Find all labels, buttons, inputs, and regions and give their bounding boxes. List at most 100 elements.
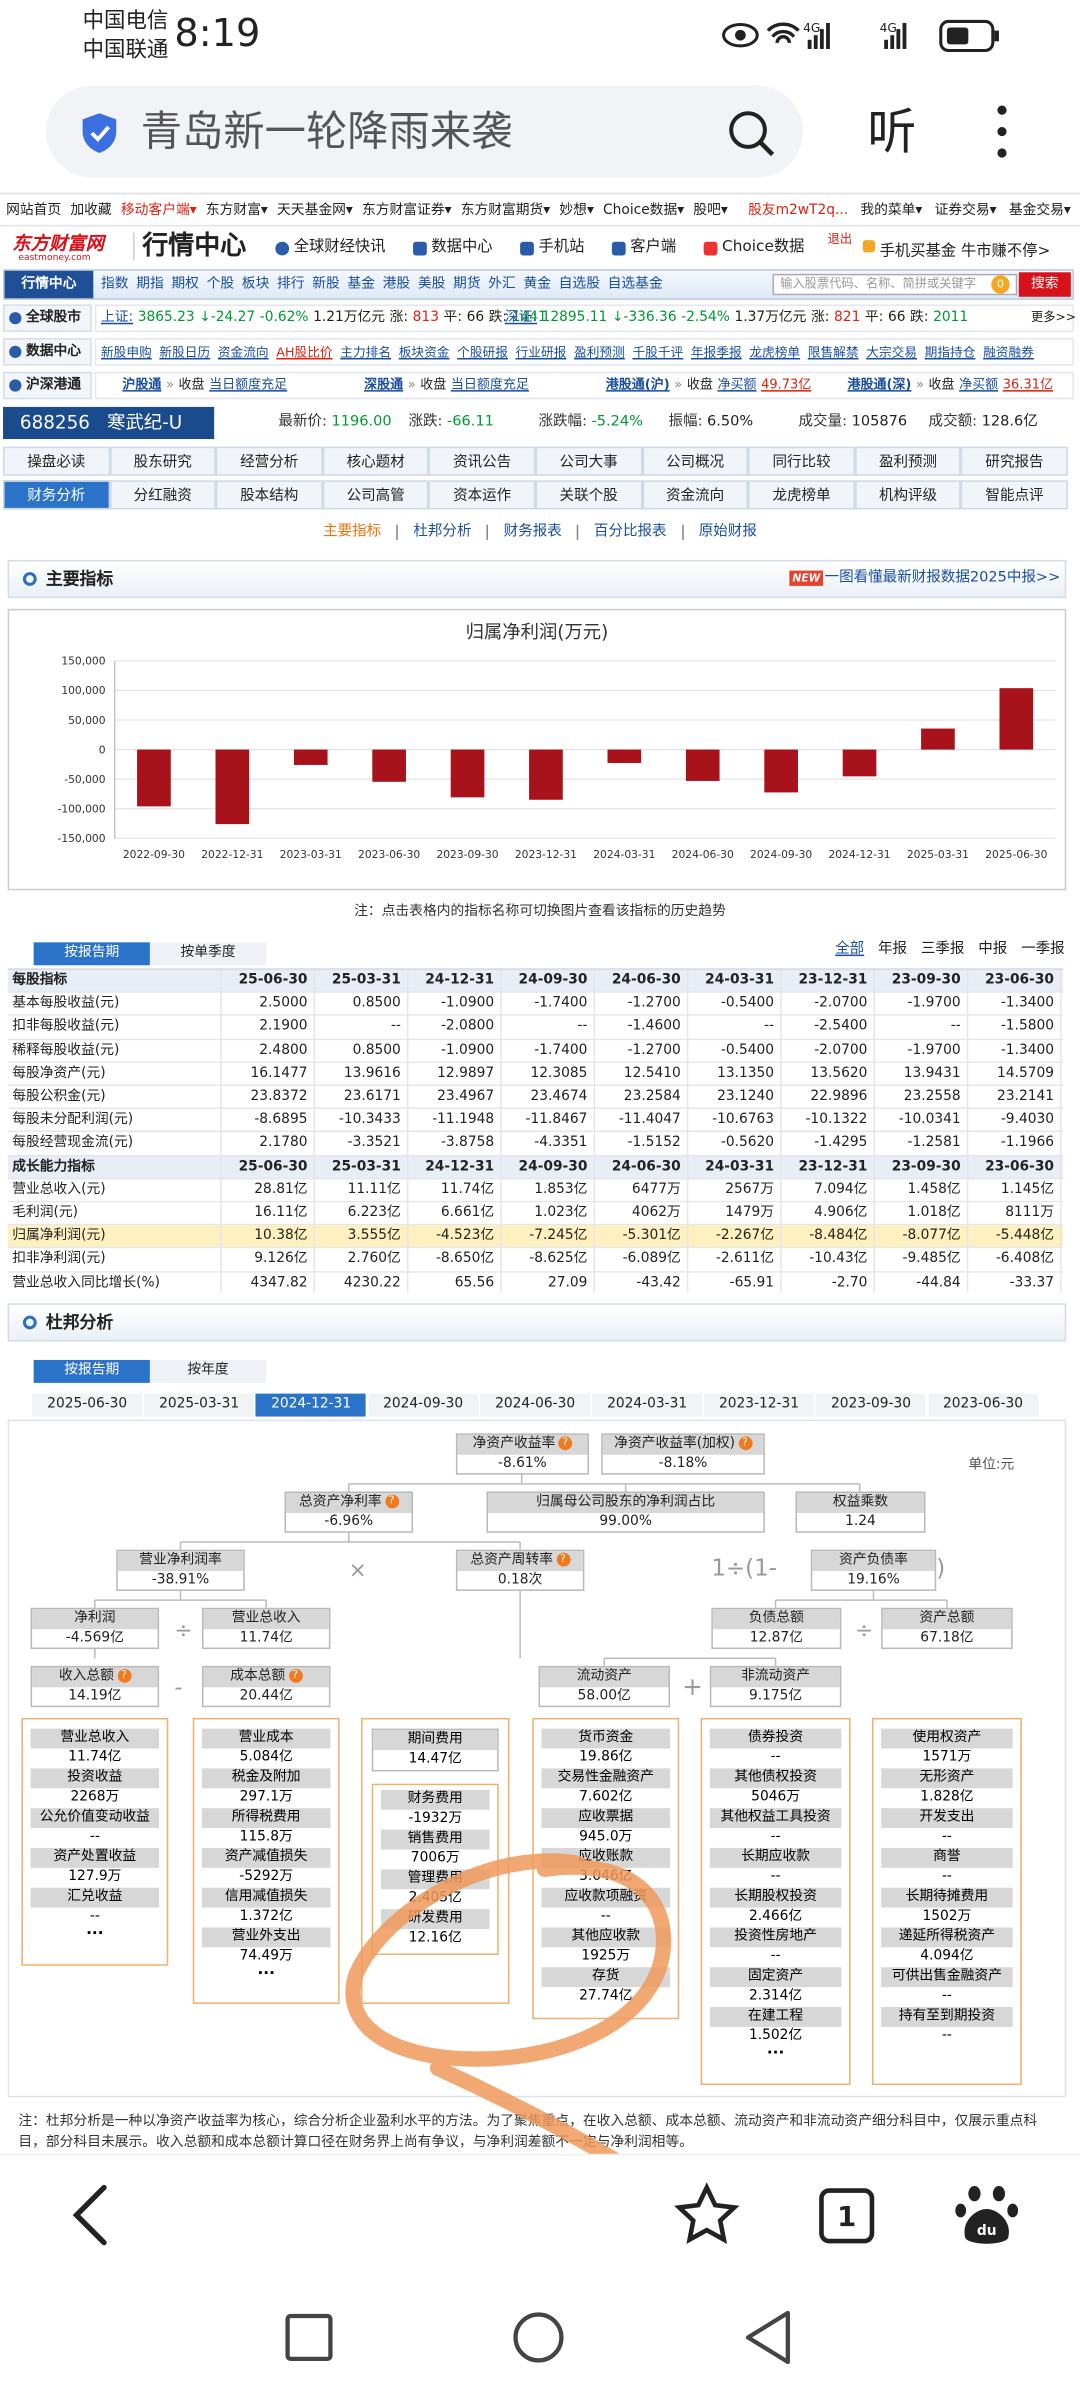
index-field[interactable]: 上证: <box>100 310 134 326</box>
main-nav-link[interactable]: 个股 <box>206 276 235 293</box>
user-link[interactable]: 我的菜单▾ <box>860 203 923 219</box>
data-link[interactable]: AH股比价 <box>276 344 333 360</box>
user-link[interactable]: 基金交易▾ <box>1008 203 1071 219</box>
main-nav-link[interactable]: 期指 <box>136 276 164 293</box>
page-tab[interactable]: 核心题材 <box>322 446 429 476</box>
more-items[interactable]: ··· <box>709 2046 842 2063</box>
data-link[interactable]: 主力排名 <box>340 344 392 360</box>
nav-link[interactable]: 网站首页 <box>6 203 62 219</box>
page-tab[interactable]: 公司概况 <box>641 446 749 476</box>
baidu-button[interactable] <box>955 2186 1019 2244</box>
sub-link[interactable]: 杜邦分析 <box>413 523 472 541</box>
main-nav-link[interactable]: 自选基金 <box>607 276 663 293</box>
connect-name[interactable]: 沪股通 <box>122 377 162 394</box>
data-link[interactable]: 个股研报 <box>457 344 508 360</box>
search-icon[interactable] <box>725 107 777 159</box>
date-tab[interactable]: 2025-06-30 <box>32 1393 143 1417</box>
recents-button[interactable] <box>285 2313 333 2362</box>
data-link[interactable]: 千股千评 <box>632 344 684 360</box>
main-nav-link[interactable]: 期权 <box>171 276 199 293</box>
table-cell[interactable]: 营业总收入(元) <box>8 1179 222 1201</box>
date-tab[interactable]: 2023-06-30 <box>927 1393 1039 1417</box>
help-icon[interactable]: ? <box>384 1494 399 1509</box>
data-link[interactable]: 限售解禁 <box>807 344 859 360</box>
search-button[interactable]: 搜索 <box>1018 272 1071 297</box>
table-cell[interactable]: 每股未分配利润(元) <box>8 1109 222 1132</box>
back-button[interactable] <box>72 2184 107 2246</box>
data-link[interactable]: 期指持仓 <box>924 344 976 360</box>
date-tab[interactable]: 2025-03-31 <box>144 1393 255 1417</box>
address-bar[interactable] <box>45 85 804 178</box>
listen-button[interactable]: 听 <box>867 102 917 161</box>
period-tab[interactable]: 按年度 <box>149 1359 267 1383</box>
logout[interactable]: 退出 <box>827 232 853 247</box>
main-nav-link[interactable]: 期货 <box>453 276 481 293</box>
nav-link[interactable]: 股吧▾ <box>693 203 728 219</box>
menu-icon[interactable] <box>991 101 1012 162</box>
back-nav-button[interactable] <box>745 2310 790 2365</box>
table-cell[interactable]: 每股净资产(元) <box>8 1062 222 1085</box>
page-tab[interactable]: 关联个股 <box>535 480 642 510</box>
period-tab[interactable]: 按报告期 <box>33 942 150 966</box>
sub-link[interactable]: 主要指标 <box>323 523 382 541</box>
help-icon[interactable]: ? <box>288 1668 303 1683</box>
tabs-button[interactable] <box>819 2188 875 2244</box>
page-tab[interactable]: 龙虎榜单 <box>748 480 855 510</box>
nav-link[interactable]: 移动客户端▾ <box>120 203 197 219</box>
logo-link[interactable]: 全球财经快讯 <box>275 237 385 258</box>
page-tab[interactable]: 分红融资 <box>109 480 216 510</box>
connect-name[interactable]: 港股通(深) <box>847 377 912 394</box>
data-link[interactable]: 行业研报 <box>515 344 567 360</box>
period-tab[interactable]: 按报告期 <box>33 1359 150 1383</box>
index-field[interactable]: 深证: <box>504 310 538 326</box>
home-button[interactable] <box>513 2312 564 2363</box>
page-tab[interactable]: 资金流向 <box>641 480 749 510</box>
page-tab[interactable]: 资讯公告 <box>428 446 536 476</box>
main-nav-link[interactable]: 港股 <box>382 276 411 293</box>
help-icon[interactable]: ? <box>117 1668 131 1683</box>
user-link[interactable]: 股友m2wT2q... <box>748 203 849 219</box>
page-tab[interactable]: 资本运作 <box>428 480 536 510</box>
table-cell[interactable]: 基本每股收益(元) <box>8 993 222 1015</box>
more-link[interactable]: 更多>> <box>1031 310 1077 325</box>
connect-name[interactable]: 港股通(沪) <box>605 377 670 394</box>
data-link[interactable]: 融资融券 <box>983 344 1034 360</box>
table-cell[interactable]: 扣非每股收益(元) <box>8 1016 222 1039</box>
date-tab[interactable]: 2024-03-31 <box>592 1393 703 1417</box>
nav-link[interactable]: 妙想▾ <box>559 203 594 219</box>
nav-link[interactable]: 东方财富证券▾ <box>361 203 452 219</box>
data-link[interactable]: 年报季报 <box>690 344 742 360</box>
table-cell[interactable]: 归属净利润(元) <box>8 1225 222 1248</box>
data-link[interactable]: 盈利预测 <box>574 344 625 360</box>
main-nav-link[interactable]: 新股 <box>312 276 340 293</box>
logo-link[interactable]: Choice数据 <box>703 237 804 258</box>
user-link[interactable]: 证券交易▾ <box>934 203 997 219</box>
page-tab[interactable]: 研究报告 <box>961 446 1068 476</box>
data-link[interactable]: 新股申购 <box>100 344 152 360</box>
main-nav-link[interactable]: 美股 <box>417 276 446 293</box>
page-tab[interactable]: 股东研究 <box>109 446 216 476</box>
page-tab[interactable]: 财务分析 <box>3 480 110 510</box>
sub-link[interactable]: 原始财报 <box>698 523 757 541</box>
page-tab[interactable]: 机构评级 <box>854 480 962 510</box>
more-items[interactable]: ··· <box>30 1927 160 1943</box>
page-tab[interactable]: 同行比较 <box>748 446 855 476</box>
page-tab[interactable]: 智能点评 <box>961 480 1068 510</box>
table-cell[interactable]: 稀释每股收益(元) <box>8 1039 222 1062</box>
main-nav-link[interactable]: 外汇 <box>488 276 516 293</box>
data-link[interactable]: 大宗交易 <box>866 344 918 360</box>
help-icon[interactable]: ? <box>738 1436 752 1451</box>
report-filter[interactable]: 中报 <box>978 940 1008 958</box>
nav-link[interactable]: 东方财富期货▾ <box>460 203 551 219</box>
report-filter[interactable]: 一季报 <box>1021 940 1065 958</box>
main-nav-link[interactable]: 基金 <box>347 276 375 293</box>
nav-link[interactable]: 东方财富▾ <box>205 203 268 219</box>
report-promo[interactable]: 一图看懂最新财报数据2025中报>> <box>824 569 1061 586</box>
bookmark-button[interactable] <box>674 2182 740 2244</box>
help-icon[interactable]: ? <box>558 1436 573 1451</box>
page-tab[interactable]: 盈利预测 <box>854 446 962 476</box>
nav-link[interactable]: 加收藏 <box>70 203 112 219</box>
date-tab[interactable]: 2024-06-30 <box>480 1393 591 1417</box>
report-filter[interactable]: 三季报 <box>920 940 965 958</box>
table-cell[interactable]: 每股公积金(元) <box>8 1086 222 1108</box>
